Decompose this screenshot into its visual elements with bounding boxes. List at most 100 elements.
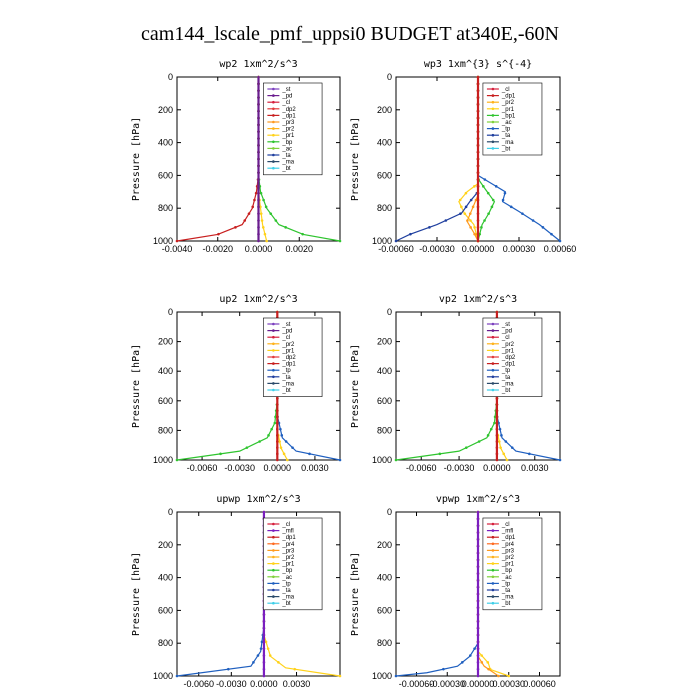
series-point: [473, 232, 476, 236]
series-point: [257, 226, 260, 229]
series-point: [510, 446, 514, 449]
legend-label: _ac: [501, 575, 512, 581]
legend-label: _pr4: [501, 542, 515, 548]
series-point: [476, 531, 480, 534]
legend-marker: [491, 349, 495, 352]
series-point: [257, 198, 260, 202]
legend-marker: [491, 522, 495, 526]
y-axis-label: Pressure [hPa]: [350, 117, 361, 201]
legend-marker: [272, 349, 275, 352]
legend-marker: [491, 601, 495, 605]
legend-marker: [272, 107, 275, 111]
series-point: [476, 517, 480, 521]
y-tick-label: 1000: [372, 236, 392, 246]
legend-marker: [491, 94, 495, 97]
legend-label: _bt: [501, 146, 511, 152]
series-point: [509, 205, 513, 209]
series-point: [495, 434, 499, 437]
series-point: [262, 633, 266, 637]
series-point: [476, 585, 480, 589]
series-point: [276, 452, 279, 456]
legend-marker: [491, 368, 495, 372]
legend-label: _tp: [501, 581, 511, 587]
series-point: [476, 633, 480, 637]
legend-label: _mfl: [281, 529, 293, 535]
legend-label: _cl: [281, 335, 290, 341]
x-tick-label: 0.0000: [250, 679, 278, 689]
y-tick-label: 0: [168, 507, 173, 517]
series-point: [279, 446, 283, 449]
series-point: [257, 164, 260, 168]
series-point: [257, 178, 260, 181]
legend-marker: [491, 549, 495, 552]
x-tick-label: -0.00060: [399, 679, 435, 689]
x-tick-label: 0.00000: [462, 244, 495, 254]
legend-marker: [272, 568, 275, 572]
series-point: [476, 661, 480, 664]
x-tick-label: -0.0060: [406, 463, 437, 473]
series-point: [247, 212, 251, 215]
legend-label: _pd: [281, 94, 292, 100]
series-point: [262, 510, 266, 514]
legend-label: _bp1: [501, 113, 516, 119]
series-point: [476, 150, 480, 154]
series-point: [501, 198, 505, 202]
legend-label: _bt: [281, 166, 291, 172]
y-tick-label: 800: [377, 203, 392, 213]
y-tick-label: 800: [377, 638, 392, 648]
legend-label: _pr3: [501, 548, 515, 554]
legend-label: _ma: [501, 381, 514, 387]
series-point: [469, 198, 473, 202]
legend-label: _ta: [501, 133, 511, 139]
y-tick-label: 1000: [153, 671, 173, 681]
x-tick-label: 0.0030: [521, 463, 549, 473]
y-tick-label: 200: [158, 337, 173, 347]
series-point: [276, 446, 279, 449]
legend-label: _pd: [281, 329, 292, 335]
series-point: [175, 674, 179, 678]
legend-label: _ma: [501, 140, 514, 146]
series-line-dp1: [395, 312, 498, 461]
legend-marker: [272, 120, 275, 124]
series-point: [476, 572, 480, 575]
series-point: [257, 144, 260, 147]
series-point: [276, 427, 279, 431]
legend-label: _bp: [501, 568, 513, 574]
legend-marker: [272, 588, 275, 592]
legend-label: _ma: [281, 595, 294, 601]
series-point: [257, 219, 260, 222]
series-line-tp: [477, 77, 561, 242]
panel-3: up2 1xm^2/s^3 Pressure [hPa] 0 200 400 600 800…: [131, 294, 342, 473]
series-point: [489, 427, 493, 431]
x-tick-label: -0.00030: [419, 244, 455, 254]
series-point: [394, 458, 398, 462]
series-point: [219, 452, 222, 456]
series-point: [273, 421, 277, 425]
figure-title: cam144_lscale_pmf_uppsi0 BUDGET at340E,-…: [141, 23, 559, 45]
series-point: [257, 75, 260, 79]
x-tick-label: 0.00060: [523, 679, 556, 689]
series-point: [251, 205, 255, 209]
series-point: [284, 440, 288, 443]
series-point: [476, 592, 480, 596]
legend-marker: [272, 522, 275, 526]
legend-label: _bp: [281, 140, 293, 146]
panel-4: vp2 1xm^2/s^3 Pressure [hPa] 0 200 400 600 800…: [350, 294, 562, 473]
legend-marker: [272, 601, 275, 605]
series-point: [499, 446, 502, 449]
panel-title: up2 1xm^2/s^3: [219, 294, 297, 305]
series-point: [268, 654, 272, 657]
series-point: [308, 452, 311, 456]
series-point: [276, 415, 279, 419]
legend-label: _dp1: [501, 535, 516, 541]
series-point: [473, 647, 476, 650]
legend-marker: [272, 140, 275, 144]
y-tick-label: 600: [377, 605, 392, 615]
series-point: [257, 123, 260, 127]
legend-label: _dp1: [501, 362, 516, 368]
series-point: [276, 458, 279, 462]
series-point: [476, 103, 480, 106]
legend-label: _ta: [281, 375, 291, 381]
legend-marker: [491, 114, 495, 117]
